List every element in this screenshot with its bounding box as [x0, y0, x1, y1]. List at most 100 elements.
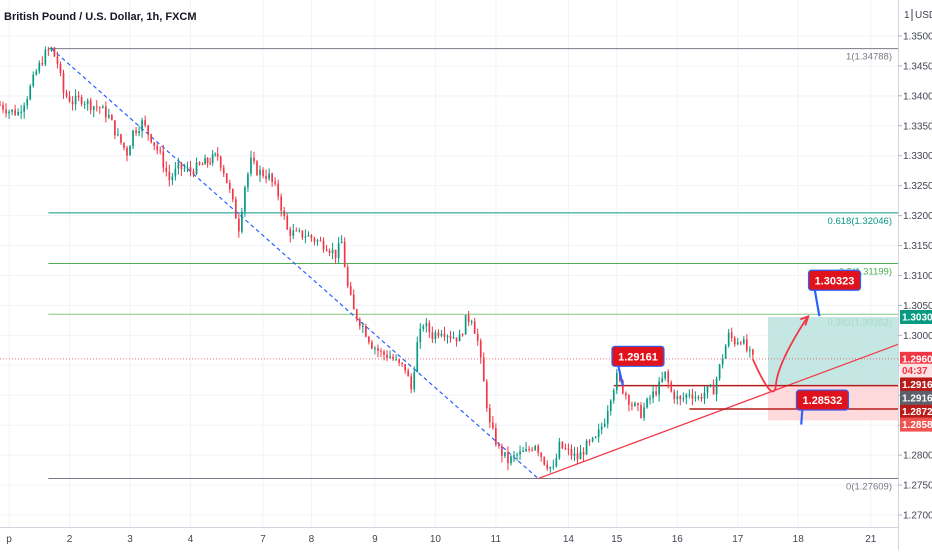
- candle-body: [295, 230, 298, 232]
- time-scale[interactable]: p 2 3 4 7 8 9 10 11 14 15 16 17 18 21: [6, 534, 876, 545]
- candle-body: [141, 120, 143, 132]
- x-tick-label: 7: [260, 534, 266, 545]
- price-tag: [900, 404, 932, 419]
- candle-body: [446, 336, 449, 338]
- y-tick-label: 1.33000: [903, 151, 932, 162]
- candle-body: [464, 315, 467, 335]
- drawing-lines[interactable]: [0, 48, 899, 480]
- candle-body: [35, 71, 38, 75]
- candle-body: [401, 362, 403, 365]
- candle-body: [634, 403, 636, 406]
- candle-body: [250, 157, 252, 174]
- candle-body: [17, 111, 19, 115]
- candle-body: [516, 454, 518, 456]
- candle-body: [214, 153, 217, 155]
- candle-body: [609, 400, 612, 412]
- callout-box[interactable]: [795, 389, 850, 411]
- candle-body: [570, 449, 573, 456]
- candle-body: [349, 286, 352, 295]
- candle-body: [301, 230, 304, 238]
- candle-body: [392, 356, 394, 360]
- candle-body: [594, 436, 597, 438]
- candle-body: [488, 408, 491, 423]
- candle-body: [150, 134, 153, 143]
- candle-body: [640, 405, 642, 418]
- candle-body: [92, 106, 95, 111]
- price-tag-label: 1.29608: [902, 354, 932, 365]
- candle-body: [422, 326, 425, 329]
- callout-box[interactable]: [807, 269, 862, 291]
- candle-body: [346, 267, 349, 287]
- candle-body: [440, 333, 443, 336]
- candle-body: [274, 181, 276, 184]
- candle-body: [585, 440, 588, 455]
- candle-body: [111, 115, 113, 121]
- x-tick-label: 2: [67, 534, 73, 545]
- x-tick-label: 10: [430, 534, 442, 545]
- candle-body: [622, 380, 624, 394]
- candle-body: [504, 452, 506, 456]
- candle-body: [23, 105, 26, 112]
- callouts-layer[interactable]: 1.29161 1.30323 1.28532: [611, 269, 862, 425]
- candle-body: [209, 162, 211, 164]
- candle-body: [555, 458, 558, 467]
- candle-body: [80, 97, 83, 104]
- x-tick-label: p: [6, 534, 12, 545]
- candle-body: [739, 342, 742, 344]
- candle-body: [222, 167, 225, 174]
- callout-pointer: [616, 364, 624, 386]
- price-tag: [900, 390, 932, 405]
- candle-body: [304, 236, 307, 238]
- candle-body: [298, 230, 301, 232]
- candle-body: [68, 96, 71, 102]
- candle-body: [398, 359, 400, 363]
- uptrend-line[interactable]: [537, 343, 899, 480]
- candle-body: [117, 134, 119, 136]
- candle-body: [637, 403, 639, 406]
- candle-body: [108, 115, 110, 118]
- candle-body: [579, 451, 582, 460]
- currency-label[interactable]: 1 USD: [904, 9, 932, 21]
- projection-path[interactable]: [752, 316, 809, 393]
- candle-body: [132, 130, 134, 147]
- price-tag: [900, 363, 932, 378]
- candle-body: [8, 111, 10, 114]
- candle-body: [241, 211, 243, 232]
- candle-body: [694, 397, 697, 399]
- candle-body: [461, 334, 464, 336]
- candle-body: [549, 467, 552, 469]
- candle-body: [59, 63, 62, 73]
- candle-body: [74, 95, 77, 105]
- price-tag-label: 1.29161: [902, 393, 932, 404]
- candle-body: [168, 171, 171, 181]
- price-tag: [900, 417, 932, 432]
- candle-body: [745, 339, 748, 351]
- candle-body: [688, 394, 691, 396]
- candle-body: [449, 336, 452, 339]
- candle-body: [325, 249, 328, 251]
- candle-body: [564, 448, 567, 450]
- candle-body: [727, 332, 730, 346]
- candle-body: [83, 103, 86, 105]
- candle-body: [425, 323, 428, 327]
- candle-body: [11, 109, 13, 112]
- callout-box[interactable]: [611, 345, 665, 367]
- candle-body: [256, 161, 258, 176]
- y-tick-label: 1.30500: [903, 301, 932, 312]
- candle-body: [265, 176, 267, 179]
- position-target-zone[interactable]: [767, 316, 898, 386]
- downtrend-line[interactable]: [51, 48, 539, 480]
- candle-body: [244, 187, 246, 212]
- candle-body: [498, 444, 500, 446]
- candle-body: [413, 372, 416, 390]
- candle-body: [322, 240, 325, 250]
- projection-arrow[interactable]: [752, 314, 810, 393]
- candle-body: [525, 449, 527, 452]
- candle-body: [231, 189, 234, 200]
- candle-body: [434, 332, 437, 339]
- candle-body: [522, 451, 524, 453]
- candle-body: [313, 238, 316, 242]
- candle-body: [289, 229, 292, 236]
